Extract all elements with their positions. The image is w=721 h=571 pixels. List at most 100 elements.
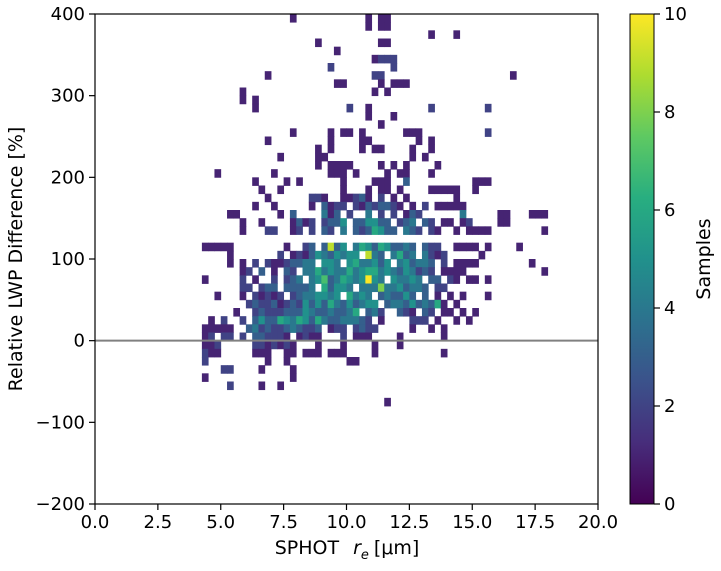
heatmap-cell (321, 259, 329, 268)
heatmap-cell (252, 275, 259, 284)
heatmap-cell (359, 291, 366, 301)
heatmap-cell (421, 267, 429, 276)
heatmap-cell (459, 259, 467, 268)
heatmap-cell (333, 79, 341, 88)
heatmap-cell (434, 275, 442, 284)
heatmap-cell (390, 267, 398, 276)
heatmap-cell (315, 332, 322, 342)
heatmap-cell (252, 316, 259, 325)
heatmap-cell (403, 210, 410, 219)
heatmap-cell (384, 397, 391, 407)
heatmap-cell (359, 259, 366, 268)
heatmap-cell (333, 299, 341, 309)
heatmap-cell (428, 103, 435, 113)
heatmap-cell (327, 218, 335, 227)
heatmap-cell (340, 308, 347, 317)
heatmap-cell (434, 250, 442, 260)
heatmap-cell (377, 71, 385, 80)
heatmap-cell (302, 291, 310, 301)
heatmap-cell (396, 185, 404, 195)
heatmap-cell (434, 185, 442, 195)
heatmap-cell (447, 267, 454, 276)
heatmap-cell (377, 144, 385, 154)
heatmap-cell (365, 103, 373, 113)
heatmap-cell (289, 128, 297, 137)
heatmap-cell (434, 283, 442, 293)
heatmap-cell (258, 299, 266, 309)
heatmap-cell (271, 283, 278, 293)
heatmap-cell (403, 193, 410, 203)
heatmap-cell (333, 324, 341, 333)
heatmap-cell (390, 291, 398, 301)
heatmap-cell (415, 259, 423, 268)
heatmap-cell (340, 250, 347, 260)
heatmap-cell (289, 267, 297, 276)
y-tick-label: −200 (36, 494, 85, 515)
heatmap-cell (302, 283, 310, 293)
heatmap-cell (484, 226, 492, 235)
heatmap-cell (227, 381, 234, 391)
heatmap-cell (283, 267, 291, 276)
heatmap-cell (365, 299, 373, 309)
heatmap-cell (271, 332, 278, 342)
x-tick-label: 15.0 (452, 512, 492, 533)
heatmap-cell (396, 201, 404, 211)
heatmap-cell (258, 316, 266, 325)
heatmap-cell (346, 193, 354, 203)
heatmap-cell (377, 291, 385, 301)
heatmap-cell (264, 324, 272, 333)
heatmap-cell (333, 259, 341, 268)
heatmap-cell (459, 308, 467, 317)
heatmap-cell (365, 308, 373, 317)
heatmap-cell (377, 79, 385, 88)
heatmap-cell (321, 210, 329, 219)
heatmap-cell (252, 299, 259, 309)
heatmap-cell (277, 259, 285, 268)
heatmap-cell (541, 267, 549, 276)
heatmap-cell (359, 324, 366, 333)
heatmap-cell (409, 267, 417, 276)
heatmap-cell (352, 193, 360, 203)
heatmap-cell (283, 259, 291, 268)
heatmap-cell (308, 291, 316, 301)
heatmap-cell (277, 185, 285, 195)
heatmap-cell (327, 144, 335, 154)
heatmap-cell (359, 128, 366, 137)
heatmap-cell (271, 201, 278, 211)
heatmap-cell (371, 242, 379, 252)
heatmap-cell (333, 348, 341, 358)
heatmap-cell (277, 340, 285, 350)
heatmap-cell (201, 242, 209, 252)
heatmap-cell (428, 226, 435, 235)
heatmap-cell (390, 63, 398, 72)
heatmap-cell (271, 169, 278, 178)
heatmap-cell (377, 316, 385, 325)
heatmap-cell (371, 218, 379, 227)
heatmap-cell (233, 210, 241, 219)
heatmap-cell (315, 324, 322, 333)
heatmap-cell (403, 299, 410, 309)
heatmap-cell (428, 218, 435, 227)
heatmap-cell (478, 250, 486, 260)
heatmap-cell (271, 226, 278, 235)
heatmap-cell (465, 226, 473, 235)
heatmap-cell (327, 308, 335, 317)
heatmap-cell (352, 316, 360, 325)
heatmap-cell (308, 267, 316, 276)
heatmap-cell (302, 316, 310, 325)
heatmap-cell (296, 308, 303, 317)
heatmap-cell (296, 291, 303, 301)
heatmap-cell (447, 308, 454, 317)
heatmap-cell (377, 120, 385, 129)
heatmap-cell (365, 283, 373, 293)
heatmap-cell (340, 242, 347, 252)
heatmap-cell (239, 291, 247, 301)
heatmap-cell (371, 177, 379, 186)
heatmap-cell (227, 242, 234, 252)
heatmap-cell (283, 332, 291, 342)
heatmap-cell (396, 283, 404, 293)
heatmap-cell (365, 112, 373, 121)
heatmap-cell (403, 242, 410, 252)
heatmap-cell (239, 275, 247, 284)
heatmap-cell (340, 201, 347, 211)
